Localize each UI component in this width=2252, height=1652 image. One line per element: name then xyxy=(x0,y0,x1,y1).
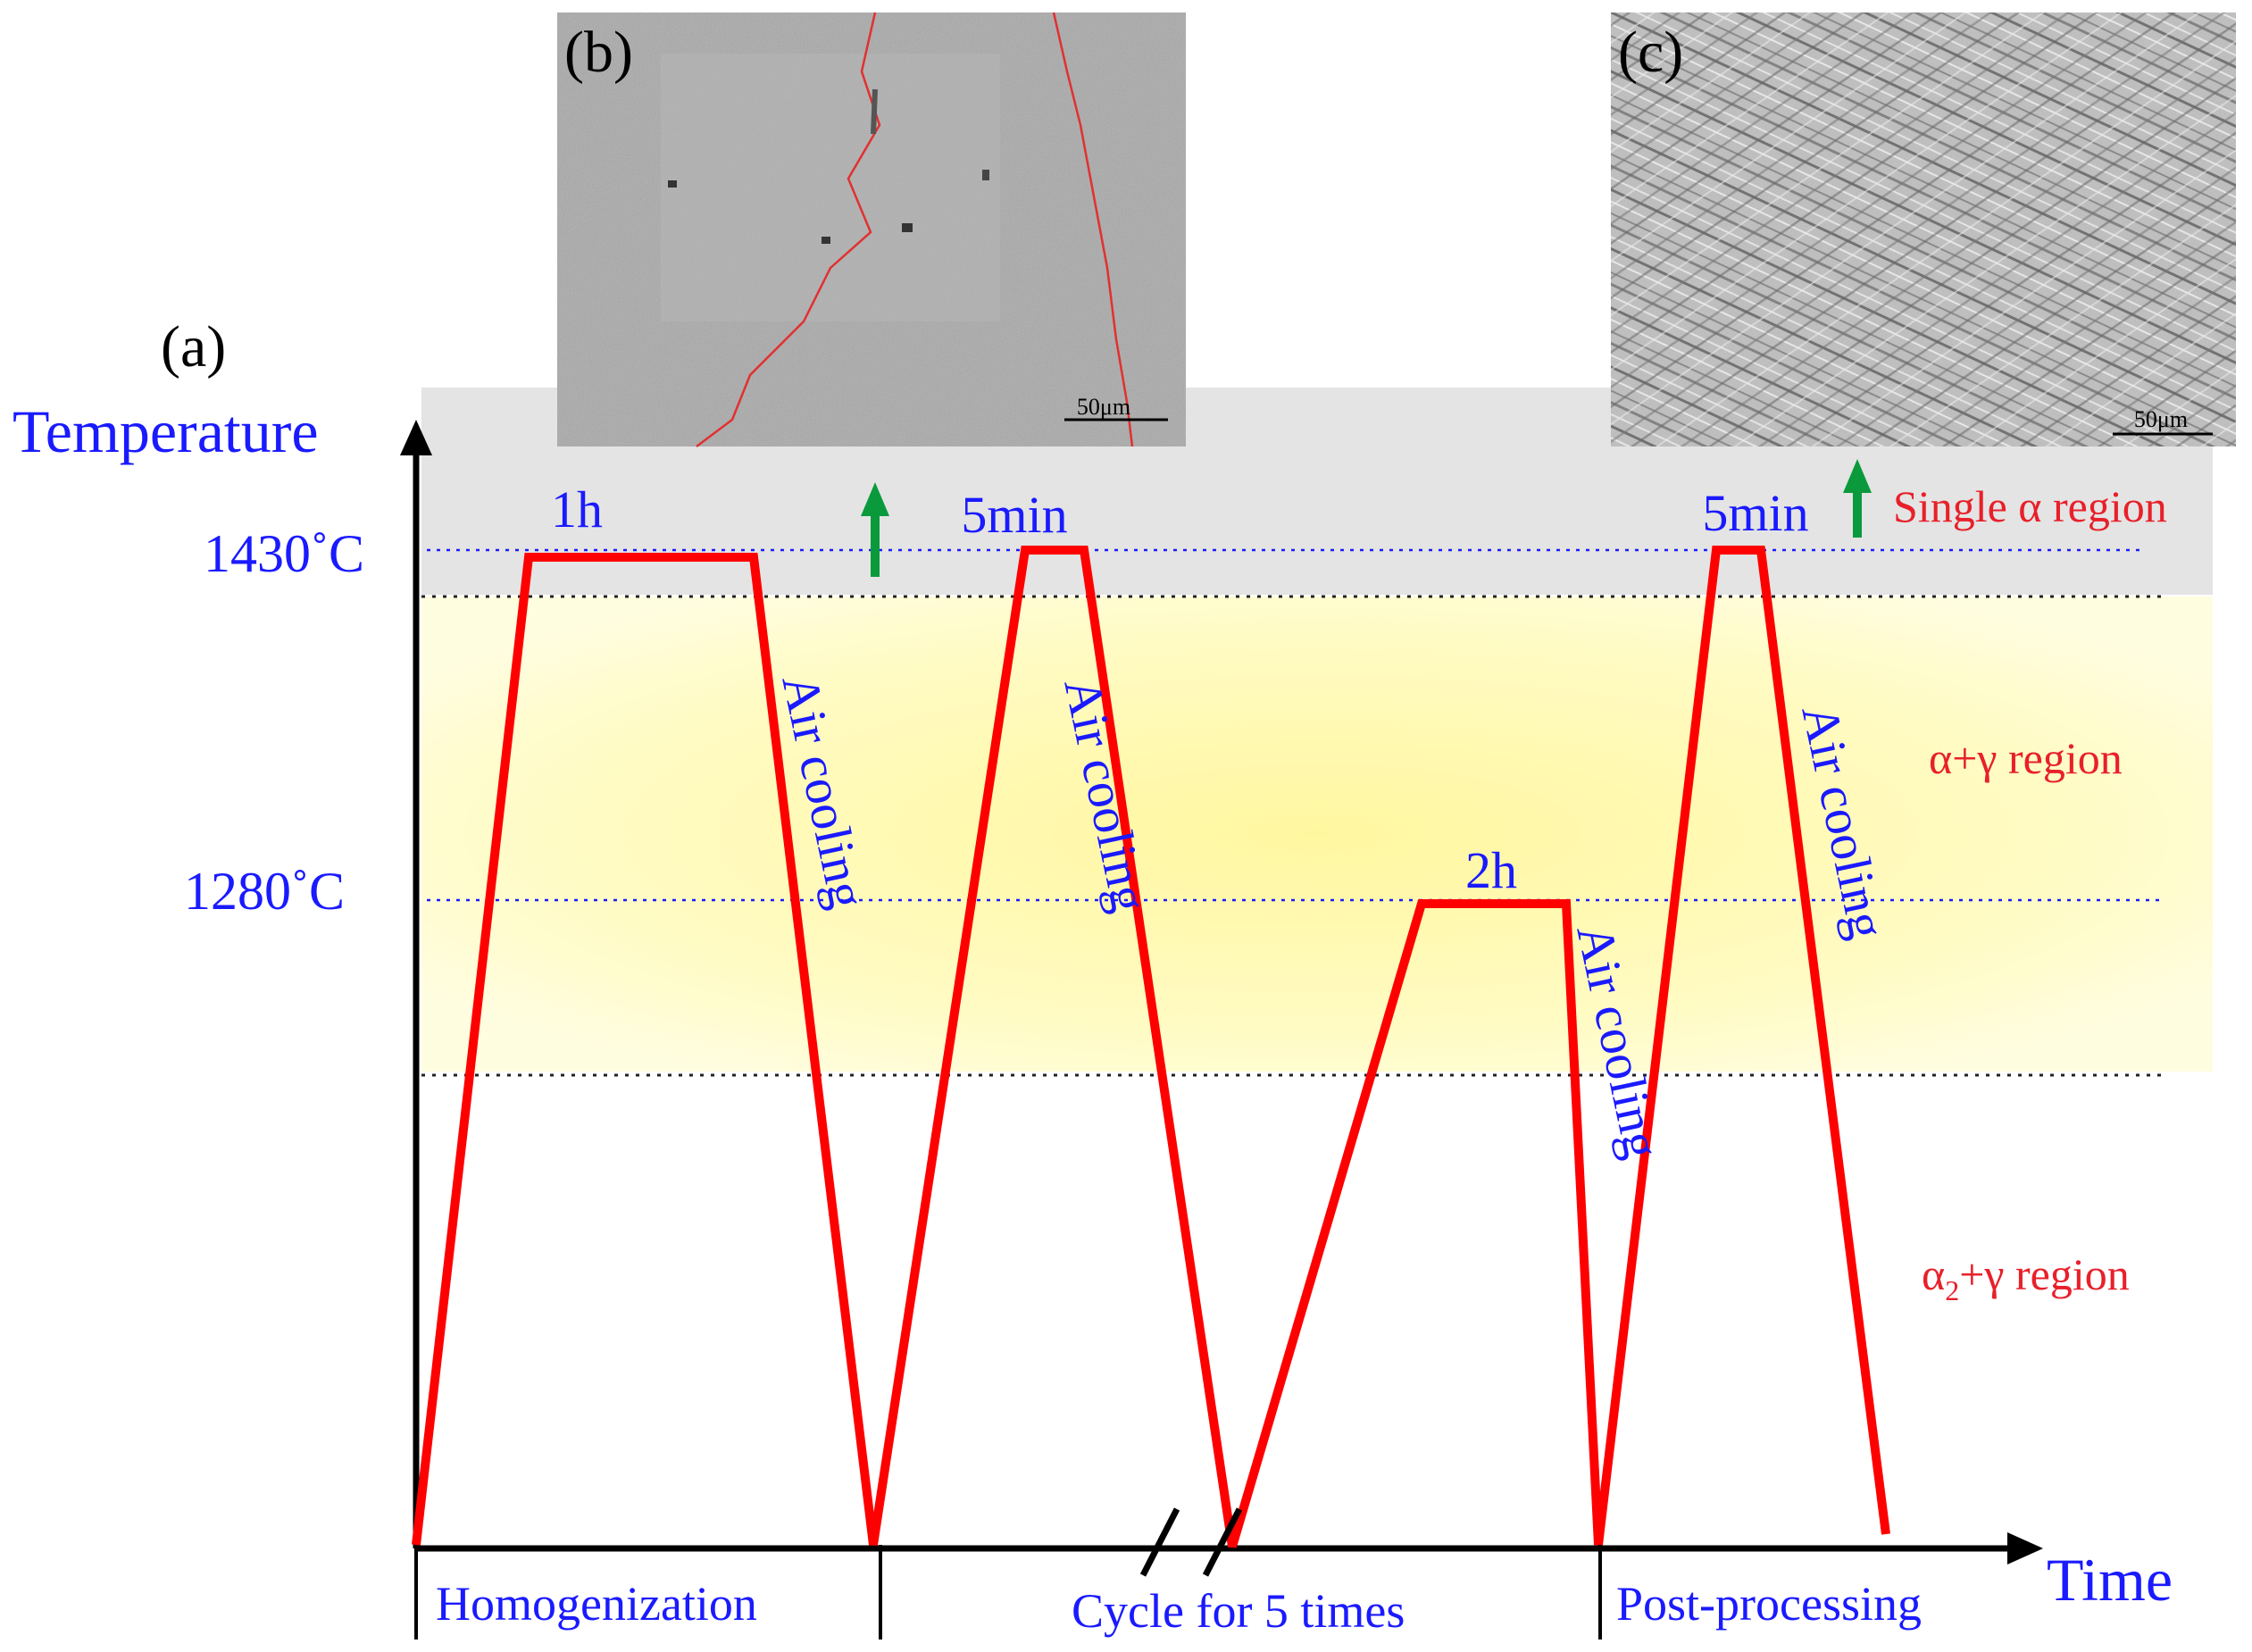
axis-break-mark-1 xyxy=(1139,1507,1180,1577)
hold-label-1h: 1h xyxy=(551,480,603,538)
hold-label-2h: 2h xyxy=(1465,841,1517,899)
region-label-alpha2-gamma: α2+γ region xyxy=(1922,1249,2130,1306)
x-axis-arrowhead xyxy=(2007,1532,2043,1564)
temp-label-1280: 1280˚C xyxy=(184,862,345,921)
green-arrow-1 xyxy=(861,482,889,577)
alpha-gamma-band xyxy=(421,597,2213,1072)
y-axis-label: Temperature xyxy=(13,397,319,465)
region-label-alpha-gamma: α+γ region xyxy=(1929,733,2123,783)
stage-label-post-processing: Post-processing xyxy=(1616,1577,1922,1631)
scale-bar-b-label: 50μm xyxy=(1077,394,1130,420)
hold-label-5min-2: 5min xyxy=(1702,484,1808,542)
x-axis-label: Time xyxy=(2047,1546,2173,1614)
scale-bar-c-label: 50μm xyxy=(2134,406,2188,432)
micrograph-b: 50μm xyxy=(557,12,1186,447)
axis-break-mark-2 xyxy=(1202,1507,1243,1577)
panel-label-a: (a) xyxy=(161,314,226,380)
heat-treatment-curve xyxy=(412,546,1890,1548)
temp-label-1430: 1430˚C xyxy=(204,524,364,583)
stage-label-homogenization: Homogenization xyxy=(436,1577,757,1631)
stage-label-cycle: Cycle for 5 times xyxy=(1072,1584,1405,1638)
y-axis-arrowhead xyxy=(400,420,432,455)
panel-label-b: (b) xyxy=(564,20,633,85)
green-arrow-2 xyxy=(1843,459,1872,538)
micrograph-c: 50μm xyxy=(1611,13,2236,446)
region-label-single-alpha: Single α region xyxy=(1893,481,2167,531)
hold-label-5min-1: 5min xyxy=(961,486,1067,544)
panel-label-c: (c) xyxy=(1618,20,1683,85)
